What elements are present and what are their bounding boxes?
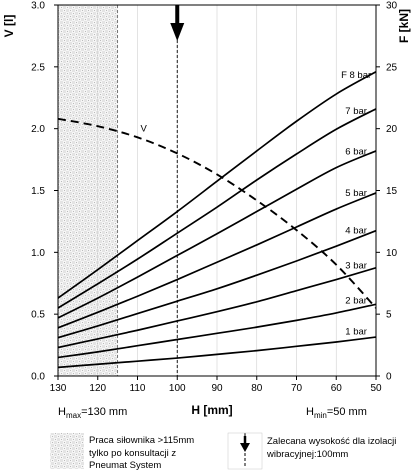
legend-hatch-swatch — [50, 433, 84, 469]
h-min-sub: min — [314, 411, 327, 420]
legend-arrow-text: Zalecana wysokość dla izolacji wibracyjn… — [266, 436, 399, 460]
series-line-5-bar — [58, 192, 376, 329]
x-tick-label: 70 — [291, 383, 303, 394]
x-tick-label: 50 — [370, 383, 382, 394]
hatched-zone — [58, 5, 118, 376]
h-max-suffix: =130 mm — [81, 406, 127, 418]
h-max-label: Hmax=130 mm — [58, 406, 127, 420]
x-tick-label: 120 — [89, 383, 106, 394]
x-tick-label: 80 — [251, 383, 263, 394]
x-tick-label: 60 — [331, 383, 343, 394]
series-label-8-bar: F 8 bar — [341, 70, 371, 81]
y-left-tick-label: 3.0 — [31, 1, 45, 12]
y-right-tick-label: 10 — [386, 248, 398, 259]
y-left-tick-label: 0.5 — [31, 310, 45, 321]
legend: Praca siłownika >115mm tylko po konsulta… — [50, 432, 399, 470]
x-tick-label: 130 — [50, 383, 67, 394]
y-right-tick-label: 15 — [386, 186, 398, 197]
series-label-2-bar: 2 bar — [345, 296, 367, 307]
series-line-v — [58, 117, 376, 309]
legend-hatch-line-3: Pneumat System — [89, 460, 161, 470]
legend-hatch-line-2: tylko po konsultacji z — [89, 448, 176, 459]
series-line-4-bar — [58, 229, 376, 339]
y-right-tick-label: 0 — [386, 372, 392, 383]
y-right-tick-label: 5 — [386, 310, 392, 321]
x-tick-label: 100 — [169, 383, 186, 394]
y-left-tick-label: 0.0 — [31, 372, 45, 383]
y-left-tick-label: 2.0 — [31, 124, 45, 135]
series-line-7-bar — [58, 108, 376, 309]
x-tick-label: 110 — [130, 383, 146, 394]
series-label-7-bar: 7 bar — [345, 106, 367, 117]
x-axis-title: H [mm] — [191, 403, 232, 417]
series-line-8-bar — [58, 71, 376, 299]
series-label-v: V — [141, 123, 148, 134]
series-label-6-bar: 6 bar — [345, 146, 367, 157]
recommended-height-arrow-head — [170, 23, 185, 41]
y-right-tick-label: 20 — [386, 124, 398, 135]
legend-arrow-line-1: Zalecana wysokość dla izolacji — [267, 436, 396, 447]
y-left-tick-label: 2.5 — [31, 62, 45, 73]
h-max-sub: max — [66, 411, 81, 420]
series-label-4-bar: 4 bar — [345, 225, 367, 236]
legend-hatch-text: Praca siłownika >115mm tylko po konsulta… — [89, 435, 197, 470]
legend-arrow-line-2: wibracyjnej:100mm — [266, 449, 348, 460]
x-tick-label: 90 — [211, 383, 223, 394]
series-line-1-bar — [58, 336, 376, 369]
y-left-axis-title: V [l] — [2, 15, 16, 38]
series-label-3-bar: 3 bar — [345, 261, 367, 272]
series-label-5-bar: 5 bar — [345, 188, 367, 199]
h-min-suffix: =50 mm — [327, 406, 367, 418]
y-right-tick-label: 30 — [386, 1, 398, 12]
y-right-tick-label: 25 — [386, 62, 398, 73]
legend-hatch-line-1: Praca siłownika >115mm — [89, 435, 194, 446]
series-line-2-bar — [58, 303, 376, 359]
legend-arrow-icon — [227, 432, 263, 470]
series-label-1-bar: 1 bar — [345, 327, 367, 338]
h-min-label: Hmin=50 mm — [306, 406, 367, 420]
h-min-prefix: H — [306, 406, 314, 418]
y-right-axis-title: F [kN] — [397, 9, 411, 43]
h-max-prefix: H — [58, 406, 66, 418]
y-left-tick-label: 1.0 — [31, 248, 45, 259]
series-line-3-bar — [58, 266, 376, 349]
series-line-6-bar — [58, 150, 376, 319]
recommended-height-arrow-shaft — [175, 5, 180, 24]
y-left-tick-label: 1.5 — [31, 186, 45, 197]
